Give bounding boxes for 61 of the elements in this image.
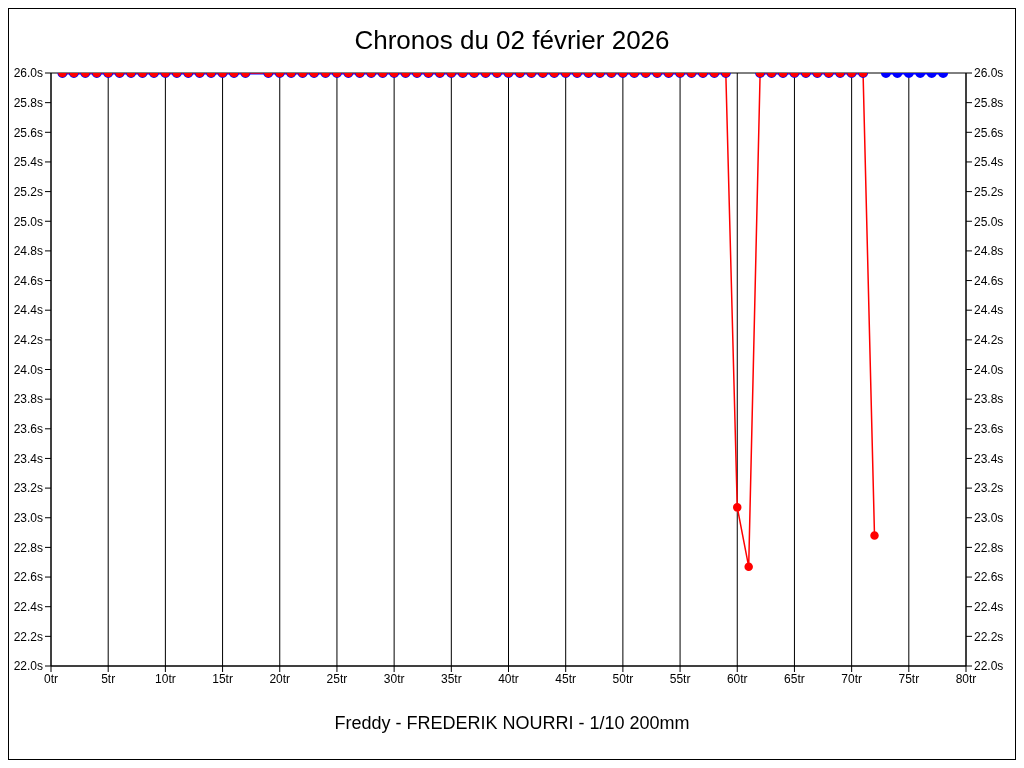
y-tick-label: 24.2s [13, 333, 43, 348]
x-tick-label: 40tr [498, 671, 519, 686]
y-tick-label: 25.0s [13, 214, 43, 229]
x-tick-label: 45tr [555, 671, 577, 686]
x-tick-label: 25tr [326, 671, 348, 686]
y2-tick-label: 22.0s [974, 659, 1004, 674]
y2-tick-label: 22.4s [974, 599, 1004, 614]
y-tick-label: 24.4s [13, 303, 43, 318]
y2-tick-label: 23.0s [974, 511, 1004, 526]
y-tick-label: 23.0s [13, 511, 43, 526]
x-tick-label: 65tr [784, 671, 805, 686]
x-tick-label: 35tr [440, 671, 462, 686]
y-tick-label: 24.8s [13, 244, 43, 259]
y2-tick-label: 24.8s [974, 244, 1004, 259]
x-tick-label: 60tr [726, 671, 748, 686]
x-tick-label: 50tr [612, 671, 634, 686]
y2-tick-label: 22.8s [974, 540, 1004, 555]
y2-tick-label: 23.8s [974, 392, 1004, 407]
x-tick-label: 30tr [383, 671, 405, 686]
y-tick-label: 25.8s [13, 95, 43, 110]
y-tick-label: 26.0s [13, 66, 43, 81]
x-tick-label: 10tr [155, 671, 176, 686]
y-tick-label: 24.6s [13, 273, 43, 288]
y-tick-label: 25.2s [13, 184, 43, 199]
x-tick-label: 80tr [955, 671, 977, 686]
y-tick-label: 23.8s [13, 392, 43, 407]
y2-tick-label: 22.2s [974, 629, 1004, 644]
y-tick-label: 22.6s [13, 570, 43, 585]
y2-tick-label: 24.0s [974, 362, 1004, 377]
y-tick-label: 25.6s [13, 125, 43, 140]
y2-tick-label: 25.0s [974, 214, 1004, 229]
chart-title: Chronos du 02 février 2026 [353, 25, 671, 57]
y2-tick-label: 25.6s [974, 125, 1004, 140]
y-tick-label: 22.4s [13, 599, 43, 614]
y2-tick-label: 26.0s [974, 66, 1004, 81]
x-tick-label: 75tr [898, 671, 920, 686]
y2-tick-label: 24.2s [974, 333, 1004, 348]
x-tick-label: 70tr [841, 671, 862, 686]
x-tick-label: 55tr [669, 671, 691, 686]
y-tick-label: 23.4s [13, 451, 43, 466]
y2-tick-label: 24.6s [974, 273, 1004, 288]
y-tick-label: 25.4s [13, 155, 43, 170]
x-tick-label: 20tr [269, 671, 291, 686]
y-tick-label: 22.8s [13, 540, 43, 555]
y-tick-label: 22.0s [13, 659, 43, 674]
y2-tick-label: 24.4s [974, 303, 1004, 318]
y2-tick-label: 23.2s [974, 481, 1004, 496]
y2-tick-label: 25.2s [974, 184, 1004, 199]
y-tick-label: 22.2s [13, 629, 43, 644]
x-tick-label: 5tr [101, 671, 116, 686]
y-tick-label: 24.0s [13, 362, 43, 377]
y2-tick-label: 22.6s [974, 570, 1004, 585]
y2-tick-label: 23.6s [974, 422, 1004, 437]
y2-tick-label: 25.8s [974, 95, 1004, 110]
y2-tick-label: 23.4s [974, 451, 1004, 466]
x-tick-label: 0tr [43, 671, 59, 686]
x-axis-title: Freddy - FREDERIK NOURRI - 1/10 200mm [333, 713, 691, 734]
y-tick-label: 23.6s [13, 422, 43, 437]
y2-tick-label: 25.4s [974, 155, 1004, 170]
x-tick-label: 15tr [212, 671, 233, 686]
y-tick-label: 23.2s [13, 481, 43, 496]
